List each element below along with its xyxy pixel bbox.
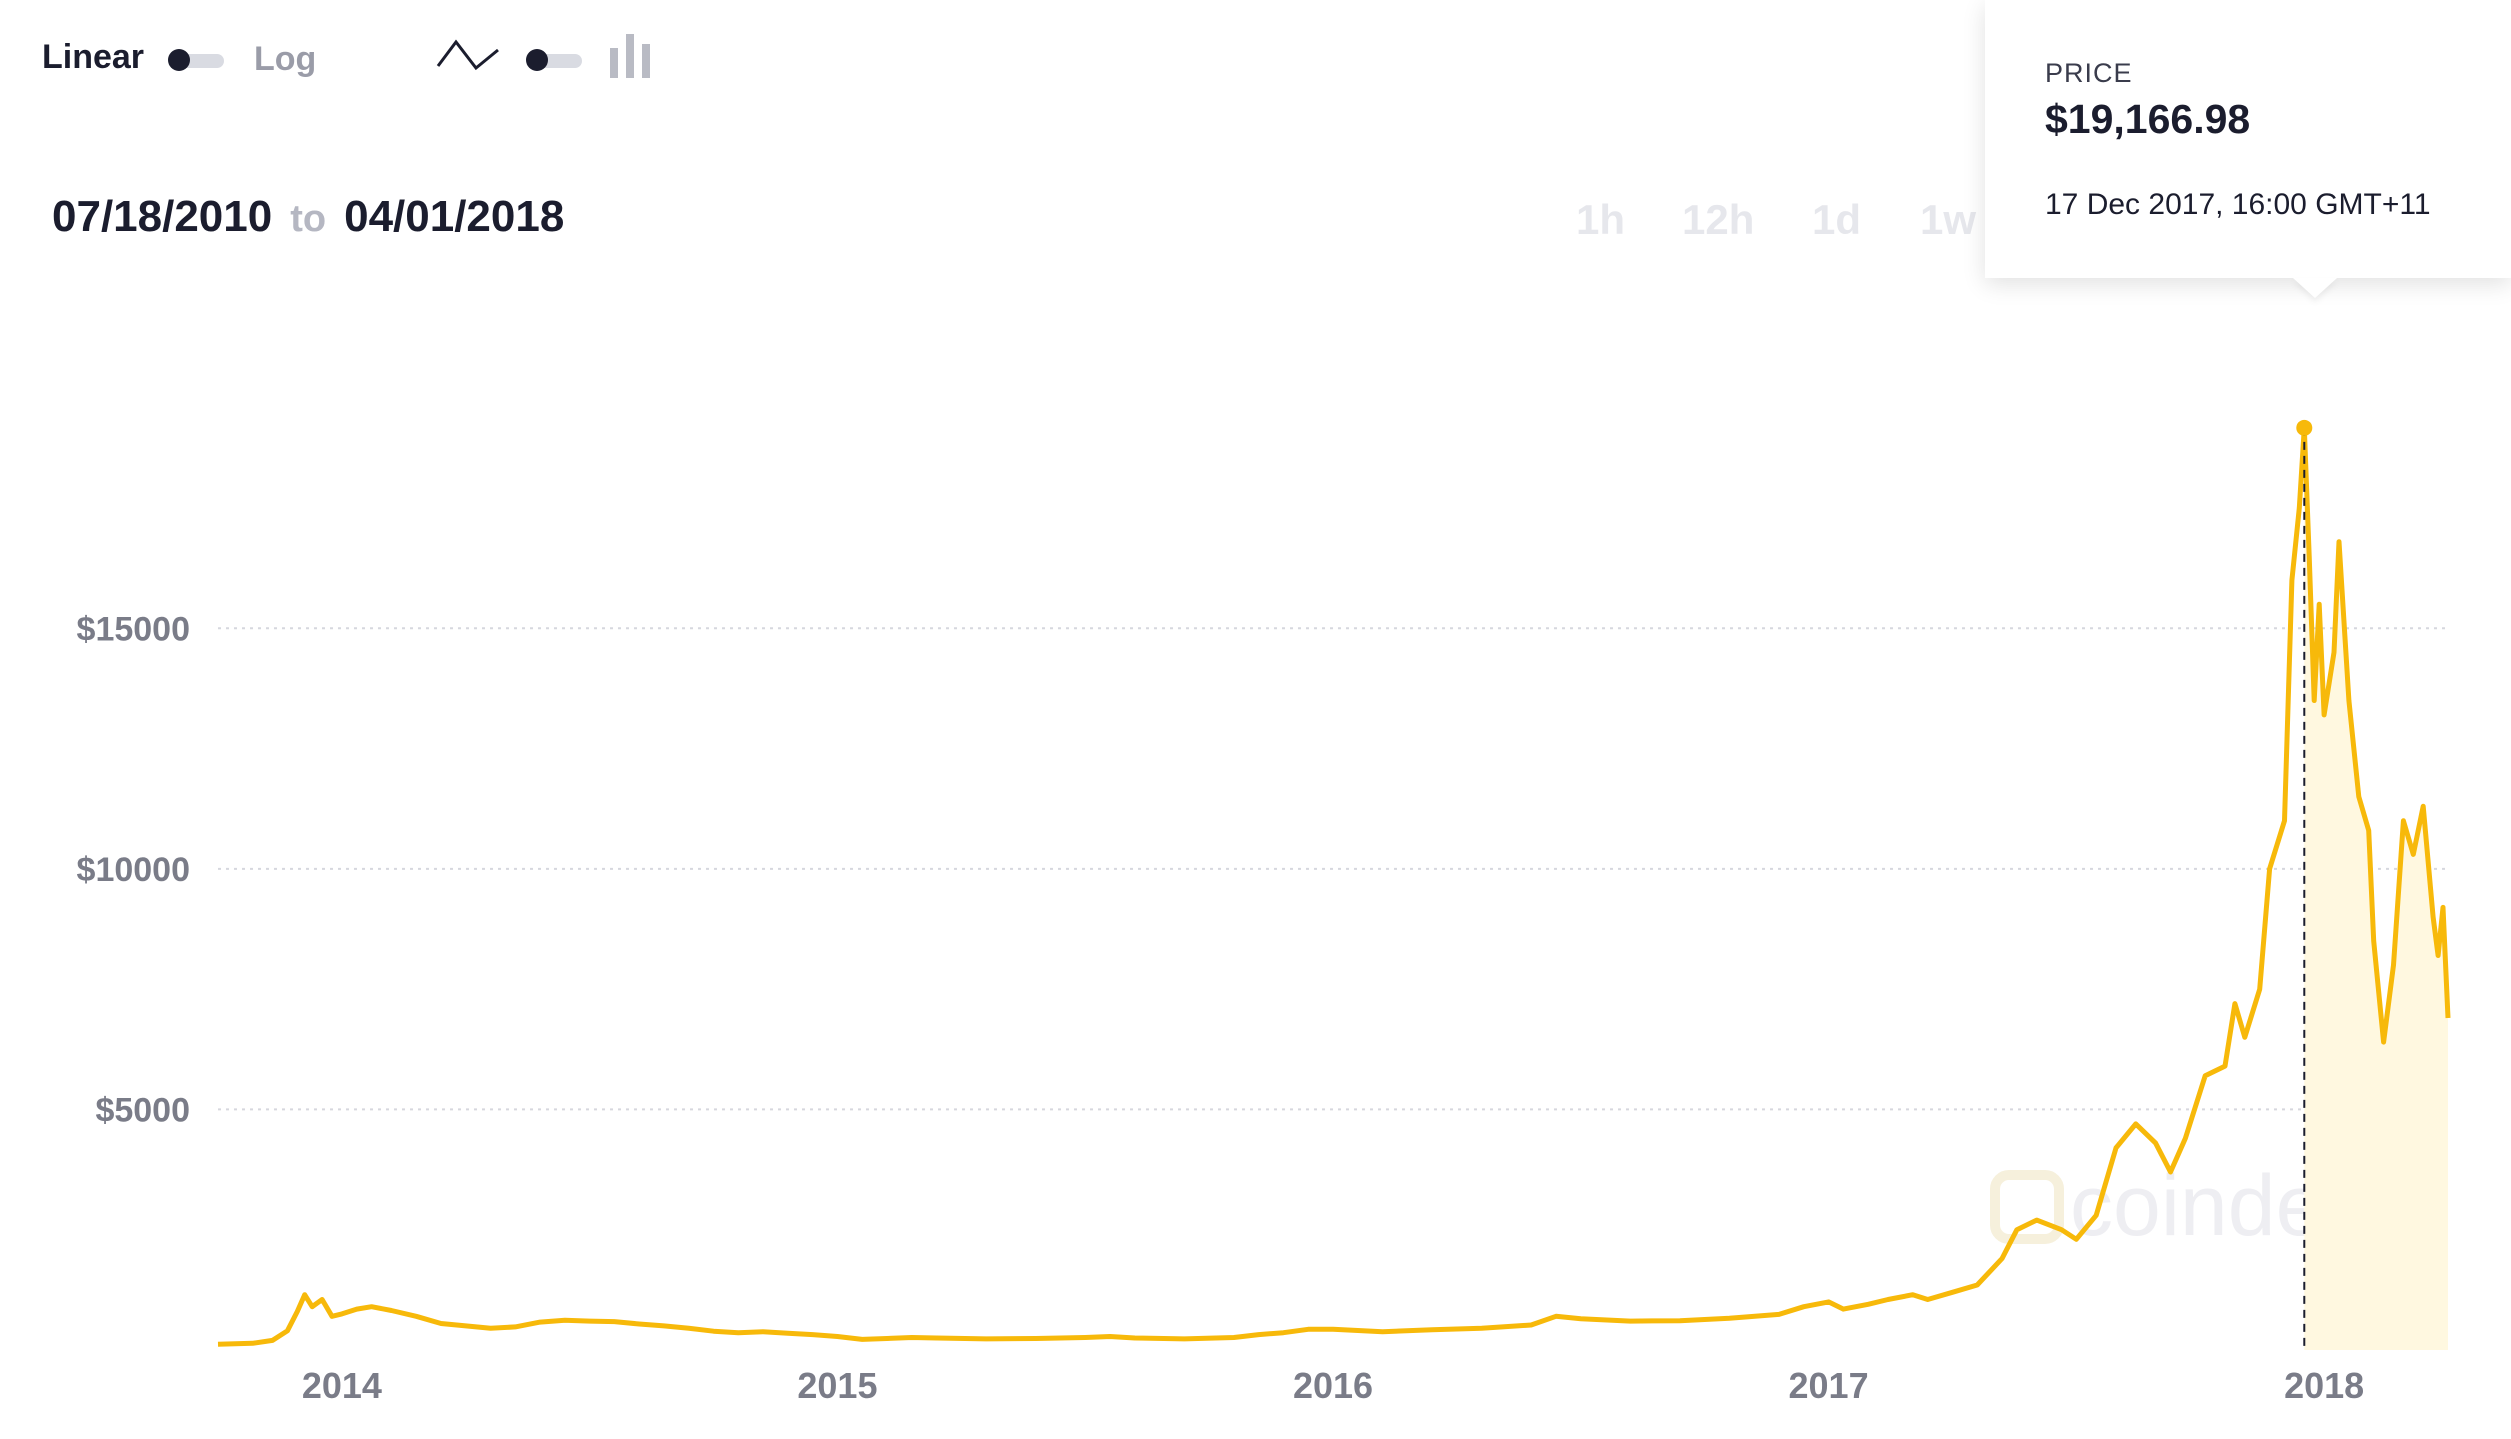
- date-range: 07/18/2010 to 04/01/2018: [52, 192, 564, 242]
- price-line: [217, 425, 2451, 1347]
- price-area-fill: [2304, 427, 2448, 1350]
- line-chart-icon[interactable]: [436, 36, 502, 76]
- tooltip-label: PRICE: [2045, 58, 2133, 88]
- candlestick-icon[interactable]: [608, 32, 654, 82]
- scale-linear-label[interactable]: Linear: [42, 38, 145, 76]
- y-tick-label: $10000: [77, 851, 190, 889]
- coindesk-logo-mark: [1990, 1170, 2064, 1244]
- date-range-separator: to: [290, 198, 327, 240]
- y-tick-label: $5000: [95, 1091, 190, 1129]
- tooltip-date: 17 Dec 2017, 16:00 GMT+11: [2045, 188, 2431, 221]
- x-tick-label: 2016: [1293, 1365, 1373, 1406]
- date-range-start[interactable]: 07/18/2010: [52, 192, 273, 241]
- interval-12h-button[interactable]: 12h: [1682, 196, 1755, 243]
- chart-type-toggle[interactable]: [526, 49, 582, 71]
- chart-type-toggle-knob: [526, 49, 548, 71]
- chart-grid: [218, 627, 2448, 1111]
- interval-1h-button[interactable]: 1h: [1576, 196, 1626, 243]
- tooltip-price: $19,166.98: [2045, 96, 2251, 142]
- hover-point[interactable]: [2296, 419, 2313, 436]
- x-axis: 2014 2015 2016 2017 2018: [302, 1365, 2364, 1406]
- y-tick-label: $15000: [77, 610, 190, 648]
- y-axis: $5000 $10000 $15000: [77, 610, 190, 1129]
- scale-log-label[interactable]: Log: [254, 40, 317, 78]
- price-tooltip: PRICE $19,166.98 17 Dec 2017, 16:00 GMT+…: [1985, 0, 2511, 298]
- scale-toggle[interactable]: [168, 49, 224, 71]
- x-tick-label: 2018: [2284, 1365, 2364, 1406]
- scale-toggle-knob: [168, 49, 190, 71]
- tooltip-arrow: [2293, 278, 2337, 298]
- date-range-end[interactable]: 04/01/2018: [344, 192, 565, 241]
- interval-1d-button[interactable]: 1d: [1812, 196, 1862, 243]
- interval-1w-button[interactable]: 1w: [1920, 196, 1977, 243]
- x-tick-label: 2017: [1789, 1365, 1869, 1406]
- x-tick-label: 2014: [302, 1365, 382, 1406]
- x-tick-label: 2015: [797, 1365, 877, 1406]
